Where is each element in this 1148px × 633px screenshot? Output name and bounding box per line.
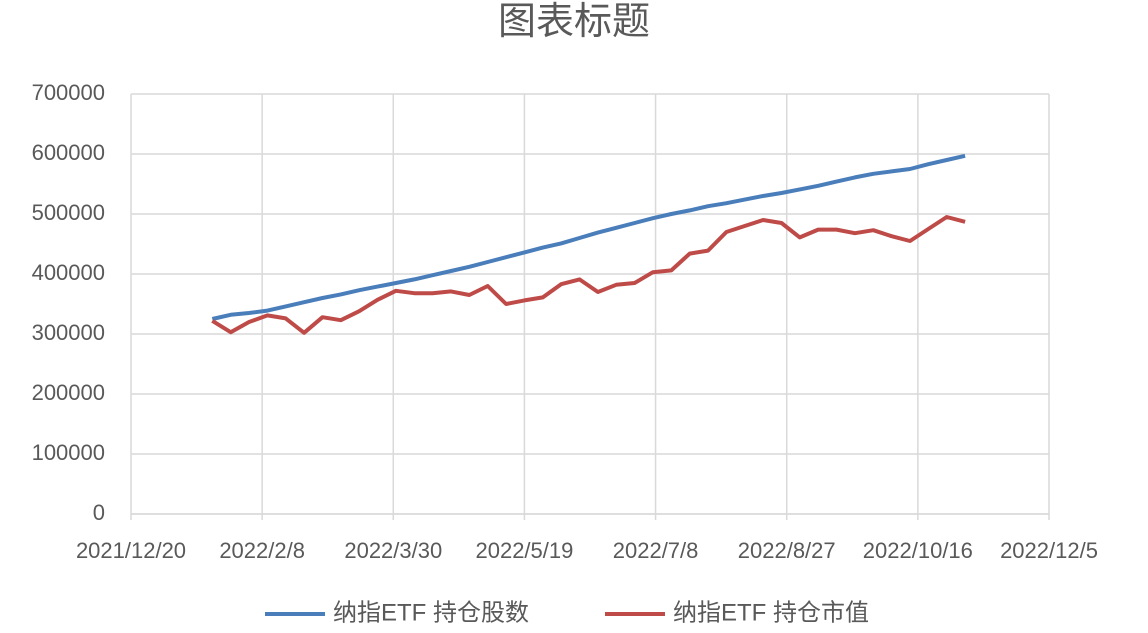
legend-label: 纳指ETF 持仓市值 [673, 599, 869, 626]
legend-label: 纳指ETF 持仓股数 [333, 599, 529, 626]
y-tick-label: 700000 [32, 80, 105, 105]
y-tick-label: 500000 [32, 200, 105, 225]
chart-title: 图表标题 [498, 1, 650, 43]
data-line [211, 215, 966, 335]
y-tick-label: 0 [93, 500, 105, 525]
x-tick-label: 2021/12/20 [76, 538, 186, 563]
x-tick-label: 2022/12/5 [1000, 538, 1098, 563]
y-tick-label: 600000 [32, 140, 105, 165]
y-tick-label: 400000 [32, 260, 105, 285]
y-tick-label: 100000 [32, 440, 105, 465]
x-tick-label: 2022/7/8 [613, 538, 699, 563]
data-line [211, 153, 966, 321]
x-tick-label: 2022/2/8 [219, 538, 305, 563]
x-tick-label: 2022/5/19 [475, 538, 573, 563]
x-tick-label: 2022/8/27 [738, 538, 836, 563]
x-tick-label: 2022/3/30 [344, 538, 442, 563]
y-tick-label: 200000 [32, 380, 105, 405]
x-tick-label: 2022/10/16 [863, 538, 973, 563]
y-tick-label: 300000 [32, 320, 105, 345]
